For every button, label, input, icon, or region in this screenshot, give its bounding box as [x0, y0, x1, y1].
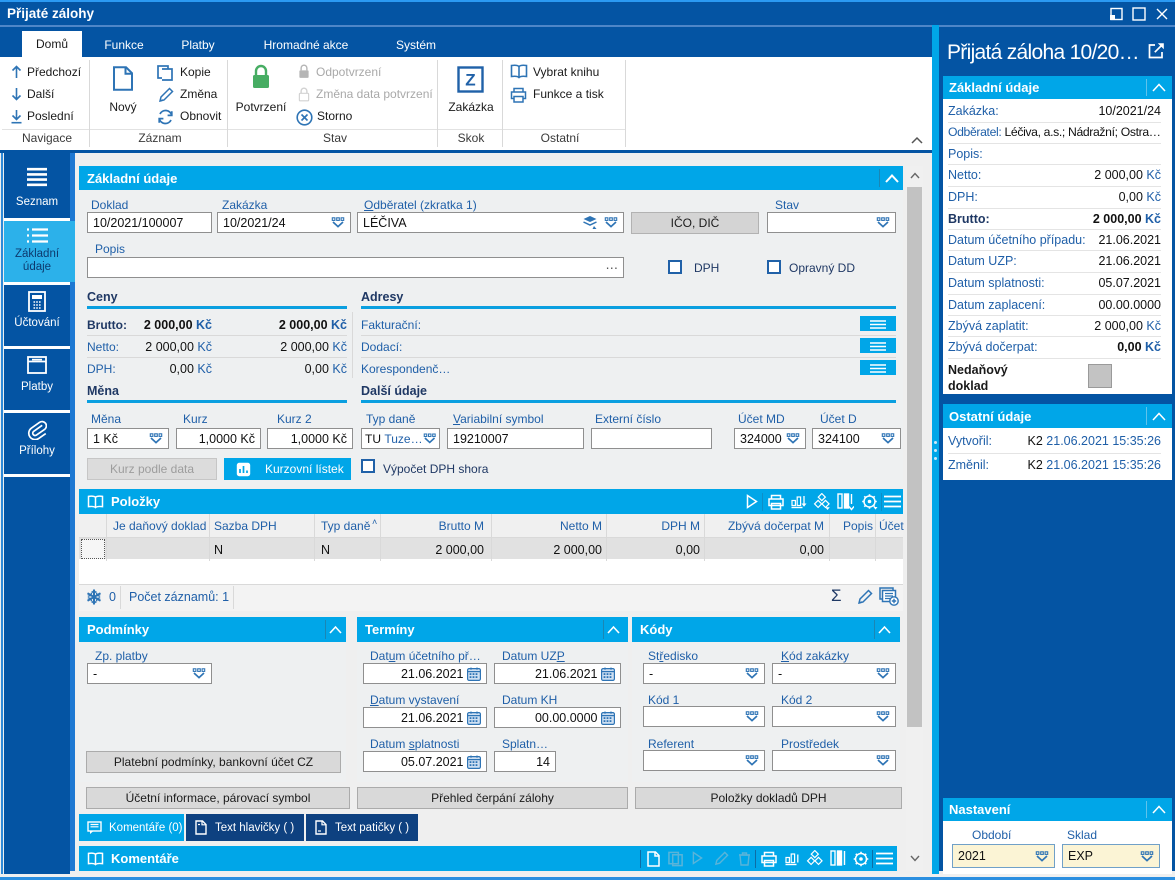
svg-text:Z: Z	[465, 71, 475, 90]
